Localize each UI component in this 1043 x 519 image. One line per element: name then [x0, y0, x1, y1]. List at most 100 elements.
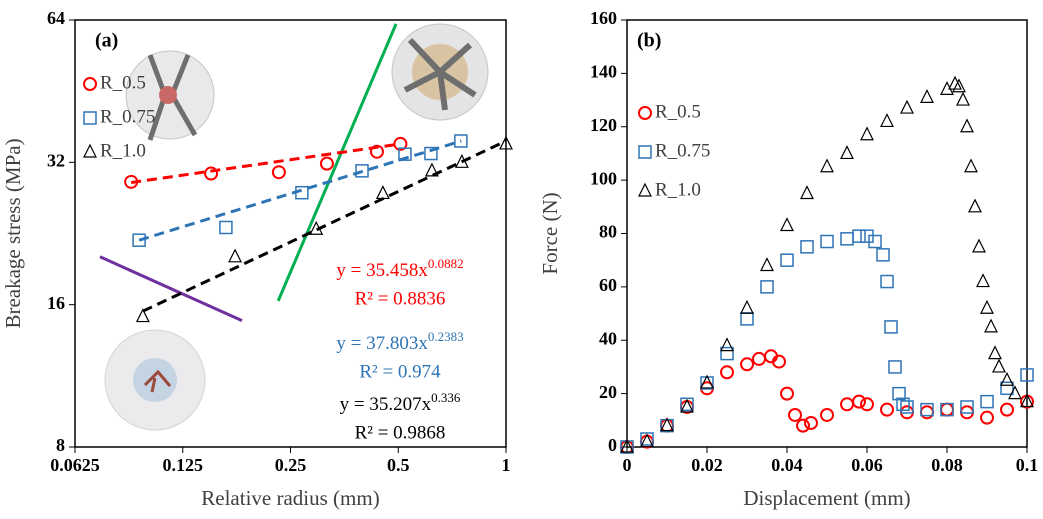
y-tick-label: 32: [47, 150, 65, 170]
legend-label: R_0.5: [100, 72, 146, 93]
legend-marker: [638, 106, 652, 120]
marker: [780, 386, 794, 401]
marker: [880, 402, 894, 417]
marker: [840, 397, 854, 412]
equation-exponent: 0.336: [431, 390, 461, 405]
marker: [620, 438, 634, 453]
annotation-line: [99, 255, 243, 323]
marker: [499, 135, 513, 150]
marker: [398, 147, 412, 161]
marker: [960, 118, 974, 133]
marker: [840, 145, 854, 160]
y-tick-label: 8: [56, 435, 65, 455]
x-tick-label: 0.1: [1016, 455, 1039, 475]
marker: [892, 386, 906, 401]
y-tick-label: 60: [599, 275, 617, 295]
marker: [820, 234, 834, 249]
x-axis-title: Displacement (mm): [743, 486, 910, 510]
equation: y = 35.458x0.0882: [336, 256, 463, 281]
y-tick-label: 64: [47, 8, 65, 28]
annotation-line: [276, 23, 398, 302]
marker: [852, 229, 866, 243]
y-axis-title: Breakage stress (MPa): [1, 138, 25, 328]
panel-label: (a): [95, 30, 118, 52]
marker: [796, 418, 810, 433]
trend-line: [130, 142, 401, 185]
marker: [804, 415, 818, 430]
marker: [840, 232, 854, 246]
y-tick-label: 0: [608, 435, 617, 455]
marker: [640, 433, 654, 448]
marker: [984, 318, 998, 333]
equation-body: y = 35.458x: [336, 260, 428, 281]
legend-marker: [638, 145, 652, 159]
marker: [424, 162, 439, 177]
x-tick-label: 0.125: [163, 455, 204, 475]
crack: [143, 369, 172, 393]
x-tick-label: 0.02: [691, 455, 723, 475]
marker: [972, 238, 986, 253]
chart: 0.0625 0.125 0.25 0.5 1 8 16 32 64 Relative radiu…: [1, 8, 513, 510]
crack: [159, 86, 177, 104]
marker: [640, 434, 654, 449]
marker: [880, 113, 894, 128]
marker: [355, 164, 369, 178]
marker: [988, 345, 1002, 360]
marker: [740, 299, 754, 314]
trend-line: [142, 139, 507, 313]
y-tick-label: 120: [590, 115, 617, 135]
equation-exponent: 0.0882: [428, 256, 464, 271]
legend-marker: [83, 111, 97, 125]
mesh-images: [104, 23, 489, 431]
marker: [820, 407, 834, 422]
x-tick-label: 0.08: [931, 455, 963, 475]
marker: [880, 274, 894, 289]
x-tick-label: 1: [502, 455, 511, 475]
marker: [940, 402, 954, 417]
marker: [740, 357, 754, 372]
y-tick-label: 40: [599, 328, 617, 348]
marker: [228, 248, 243, 263]
marker: [920, 405, 934, 420]
marker: [976, 273, 990, 288]
marker: [1020, 368, 1034, 382]
y-tick-label: 160: [590, 8, 617, 28]
marker: [454, 134, 468, 148]
marker: [271, 165, 286, 180]
legend-marker: [83, 143, 97, 158]
legend-label: R_1.0: [100, 140, 146, 161]
legend-marker: [83, 77, 97, 91]
equation-body: y = 35.207x: [340, 394, 432, 415]
marker: [295, 185, 309, 200]
marker: [720, 337, 734, 352]
marker: [852, 394, 866, 409]
panel-label: (b): [637, 30, 661, 52]
marker: [876, 248, 890, 262]
marker: [920, 89, 934, 103]
marker: [780, 217, 794, 232]
marker: [640, 432, 654, 446]
x-axis-title: Relative radius (mm): [201, 486, 379, 510]
marker: [1020, 393, 1034, 408]
marker: [888, 360, 902, 374]
marker: [980, 299, 994, 314]
y-tick-label: 16: [47, 293, 65, 313]
marker: [920, 402, 934, 417]
y-tick-label: 20: [599, 382, 617, 402]
marker: [788, 407, 802, 422]
x-tick-label: 0.25: [275, 455, 307, 475]
marker: [960, 400, 974, 414]
x-tick-label: 0.0625: [50, 455, 100, 475]
marker: [980, 410, 994, 425]
x-tick-label: 0.5: [387, 455, 410, 475]
marker: [454, 153, 469, 168]
marker: [124, 174, 139, 189]
marker: [369, 144, 384, 159]
equation-body: y = 37.803x: [336, 333, 428, 354]
marker: [135, 308, 150, 323]
y-tick-label: 100: [590, 168, 617, 188]
legend-label: R_0.5: [655, 101, 701, 122]
marker: [964, 158, 978, 173]
marker: [900, 400, 914, 414]
